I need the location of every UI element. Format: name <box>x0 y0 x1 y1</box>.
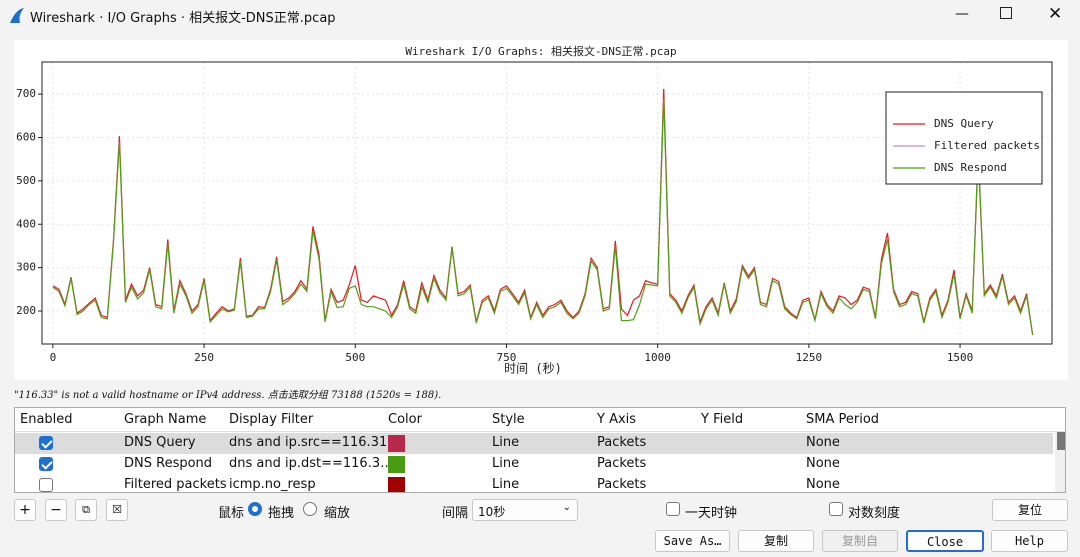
table-row[interactable]: DNS Query dns and ip.src==116.31… Line Pack… <box>15 433 1053 454</box>
x-tick-label: 750 <box>497 351 517 364</box>
title-bar: Wireshark · I/O Graphs · 相关报文-DNS正常.pcap… <box>0 0 1080 32</box>
legend-box <box>885 91 1043 185</box>
chart-title: Wireshark I/O Graphs: 相关报文-DNS正常.pcap <box>405 44 676 58</box>
graph-name: DNS Query <box>124 435 196 450</box>
y-tick-label: 400 <box>16 217 36 230</box>
column-header: Style <box>492 412 525 427</box>
copy-button[interactable]: 复制 <box>738 530 814 552</box>
display-filter: dns and ip.src==116.31… <box>229 435 401 450</box>
display-filter: dns and ip.dst==116.3… <box>229 456 394 471</box>
column-header: Y Axis <box>597 412 637 427</box>
clear-graphs[interactable]: ☒ <box>106 499 128 521</box>
sma-period: None <box>806 435 840 450</box>
app-icon <box>10 8 24 23</box>
scrollbar[interactable] <box>1055 432 1065 492</box>
log-scale-checkbox[interactable] <box>829 502 843 516</box>
column-header: Graph Name <box>124 412 207 427</box>
x-tick-label: 250 <box>194 351 214 364</box>
interval-value: 10秒 <box>478 505 506 519</box>
y-tick-label: 600 <box>16 130 36 143</box>
display-filter: icmp.no_resp <box>229 477 316 492</box>
x-tick-label: 1000 <box>644 351 671 364</box>
y-tick-label: 300 <box>16 261 36 274</box>
y-axis: Packets <box>597 435 647 450</box>
color-swatch[interactable] <box>388 477 405 492</box>
legend-label: Filtered packets <box>934 139 1040 152</box>
series-line <box>52 98 1034 335</box>
plot-frame <box>41 61 1053 345</box>
enabled-checkbox[interactable] <box>39 478 53 492</box>
table-row[interactable]: DNS Respond dns and ip.dst==116.3… Line Pac… <box>15 454 1053 475</box>
x-axis-label: 时间 (秒) <box>504 362 562 376</box>
status-text: "116.33" is not a valid hostname or IPv4… <box>14 390 442 401</box>
y-tick-label: 700 <box>16 87 36 100</box>
help-button[interactable]: Help <box>991 530 1068 552</box>
drag-label: 拖拽 <box>268 506 295 521</box>
sma-period: None <box>806 477 840 492</box>
style: Line <box>492 435 520 450</box>
column-header: SMA Period <box>806 412 880 427</box>
table-row[interactable]: Filtered packets icmp.no_resp Line Packets N… <box>15 475 1053 492</box>
y-tick-label: 200 <box>16 304 36 317</box>
x-tick-label: 500 <box>345 351 365 364</box>
chart: Wireshark I/O Graphs: 相关报文-DNS正常.pcap 时间… <box>16 44 1053 376</box>
copy-from-button[interactable]: 复制自 <box>822 530 898 552</box>
graph-name: Filtered packets <box>124 477 227 492</box>
enabled-checkbox[interactable] <box>39 436 53 450</box>
copy-graph[interactable]: ⧉ <box>75 499 97 521</box>
color-swatch[interactable] <box>388 435 405 452</box>
interval-label: 间隔 <box>442 506 469 521</box>
maximize[interactable] <box>1000 7 1012 19</box>
window-title: Wireshark · I/O Graphs · 相关报文-DNS正常.pcap <box>30 11 336 26</box>
table-header: Enabled Graph Name Display Filter Color Styl… <box>15 408 1065 432</box>
series-line <box>52 88 1034 335</box>
graph-name: DNS Respond <box>124 456 213 471</box>
interval-select[interactable]: 10秒 ⌄ <box>472 499 578 521</box>
x-tick-label: 1250 <box>796 351 823 364</box>
column-header: Display Filter <box>229 412 314 427</box>
zoom-radio[interactable] <box>303 502 317 516</box>
legend-label: DNS Respond <box>934 161 1007 174</box>
color-swatch[interactable] <box>388 456 405 473</box>
reset-button[interactable]: 复位 <box>992 499 1068 521</box>
enabled-checkbox[interactable] <box>39 457 53 471</box>
x-tick-label: 1500 <box>947 351 974 364</box>
y-axis: Packets <box>597 477 647 492</box>
drag-radio[interactable] <box>248 502 262 516</box>
sma-period: None <box>806 456 840 471</box>
day-clock-checkbox[interactable] <box>666 502 680 516</box>
mouse-label: 鼠标 <box>218 506 245 521</box>
column-header: Color <box>388 412 422 427</box>
graph-table: Enabled Graph Name Display Filter Color Styl… <box>14 407 1066 493</box>
x-tick-label: 0 <box>50 351 57 364</box>
legend-label: DNS Query <box>934 117 994 130</box>
y-tick-label: 500 <box>16 174 36 187</box>
column-header: Y Field <box>701 412 744 427</box>
style: Line <box>492 456 520 471</box>
day-clock-label: 一天时钟 <box>685 506 738 521</box>
zoom-label: 缩放 <box>324 506 351 521</box>
close-window[interactable]: ✕ <box>1048 4 1063 24</box>
graph-area[interactable]: Wireshark I/O Graphs: 相关报文-DNS正常.pcap 时间… <box>14 40 1068 380</box>
save-as-button[interactable]: Save As… <box>655 530 730 552</box>
remove-graph[interactable]: − <box>45 499 67 521</box>
log-scale-label: 对数刻度 <box>848 506 901 521</box>
style: Line <box>492 477 520 492</box>
y-axis: Packets <box>597 456 647 471</box>
minimize[interactable]: — <box>955 6 969 22</box>
close-button[interactable]: Close <box>906 530 984 552</box>
column-header: Enabled <box>20 412 73 427</box>
add-graph[interactable]: + <box>14 499 36 521</box>
